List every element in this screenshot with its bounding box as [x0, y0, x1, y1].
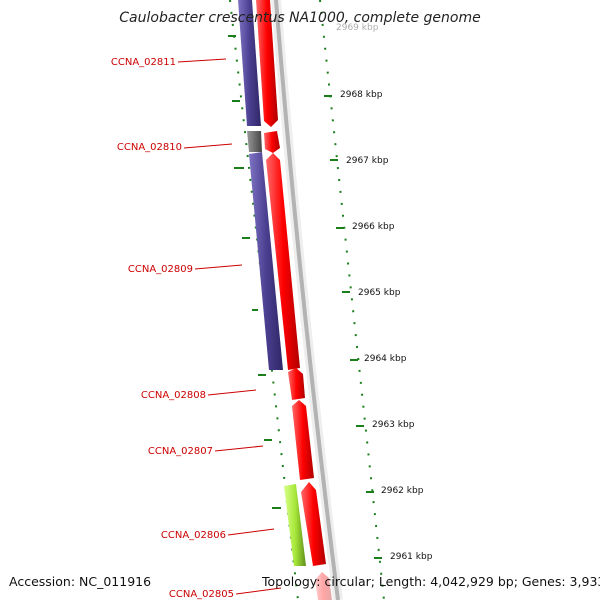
genome-backbone-shadow: [271, 0, 343, 600]
gene-label-ccna-02805[interactable]: CCNA_02805: [169, 589, 234, 600]
kbp-tick-2969: 2969 kbp: [336, 23, 379, 33]
gc-skew-dots-right: [319, 0, 385, 600]
gene-label-ccna-02807[interactable]: CCNA_02807: [148, 446, 213, 457]
kbp-tick-2961: 2961 kbp: [390, 552, 433, 562]
gene-block-ccna-02811[interactable]: [238, 0, 261, 126]
gene-arrow-ccna-02808[interactable]: [288, 368, 305, 400]
gene-arrow-ccna-02810[interactable]: [264, 131, 280, 153]
gene-label-ccna-02811[interactable]: CCNA_02811: [111, 57, 176, 68]
gene-block-ccna-02810[interactable]: [247, 131, 262, 152]
gc-content-bars: [228, 35, 382, 559]
gene-arrow-ccna-02807[interactable]: [292, 400, 314, 480]
gene-arrow-ccna-02809[interactable]: [266, 153, 300, 370]
kbp-tick-2967: 2967 kbp: [346, 156, 389, 166]
gene-block-ccna-02809[interactable]: [249, 152, 283, 370]
gene-label-ccna-02808[interactable]: CCNA_02808: [141, 390, 206, 401]
gene-arrow-ccna-02806[interactable]: [301, 482, 326, 566]
gene-block-ccna-02806-green[interactable]: [284, 484, 306, 566]
kbp-tick-2964: 2964 kbp: [364, 354, 407, 364]
gene-arrow-ccna-02811[interactable]: [256, 0, 278, 127]
kbp-tick-2965: 2965 kbp: [358, 288, 401, 298]
kbp-tick-2962: 2962 kbp: [381, 486, 424, 496]
kbp-tick-2963: 2963 kbp: [372, 420, 415, 430]
kbp-tick-2966: 2966 kbp: [352, 222, 395, 232]
kbp-tick-2968: 2968 kbp: [340, 90, 383, 100]
gene-leader-lines: [177, 58, 282, 595]
gene-label-ccna-02809[interactable]: CCNA_02809: [128, 264, 193, 275]
gene-label-ccna-02810[interactable]: CCNA_02810: [117, 142, 182, 153]
accession-text: Accession: NC_011916: [9, 574, 152, 589]
gene-label-ccna-02806[interactable]: CCNA_02806: [161, 530, 226, 541]
genome-summary-text: Topology: circular; Length: 4,042,929 bp…: [262, 574, 600, 589]
gene-arrow-ccna-02805[interactable]: [315, 572, 332, 600]
map-title: Caulobacter crescentus NA1000, complete …: [119, 10, 481, 26]
